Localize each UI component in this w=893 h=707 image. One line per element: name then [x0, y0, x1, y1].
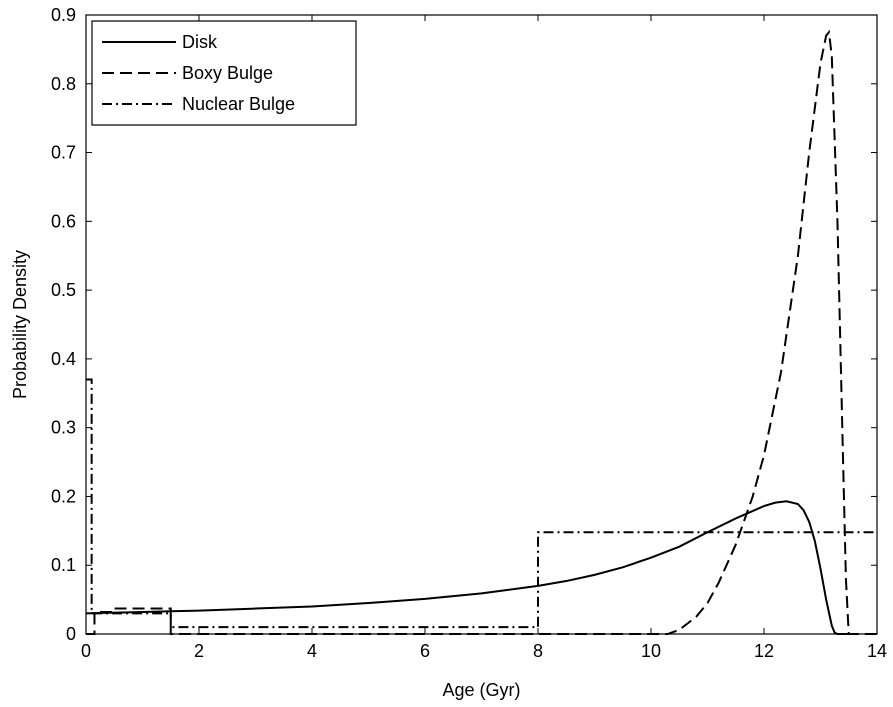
x-tick-label: 6 — [420, 641, 430, 661]
legend: Disk Boxy Bulge Nuclear Bulge — [91, 20, 357, 126]
y-tick-label: 0.2 — [51, 486, 76, 506]
legend-label: Boxy Bulge — [182, 63, 273, 83]
plot-frame — [85, 14, 878, 635]
series-line-nuclear-bulge — [86, 378, 877, 629]
x-tick-label: 10 — [641, 641, 661, 661]
legend-box — [91, 20, 357, 126]
x-tick-label: 0 — [81, 641, 91, 661]
y-tick-label: 0.5 — [51, 280, 76, 300]
series-line-disk — [86, 500, 855, 635]
y-tick-label: 0.9 — [51, 5, 76, 25]
y-axis-label: Probability Density — [10, 250, 30, 399]
x-tick-label: 2 — [194, 641, 204, 661]
x-tick-label: 8 — [533, 641, 543, 661]
series-line-boxy-bulge — [86, 29, 877, 635]
legend-label: Disk — [182, 32, 218, 52]
y-tick-label: 0.3 — [51, 418, 76, 438]
y-axis: 0 0.1 0.2 0.3 0.4 0.5 0.6 0.7 0.8 0.9 — [51, 5, 877, 644]
y-tick-label: 0.1 — [51, 555, 76, 575]
y-tick-label: 0.4 — [51, 349, 76, 369]
y-tick-label: 0.6 — [51, 211, 76, 231]
plot-lines — [86, 29, 877, 635]
y-tick-label: 0.7 — [51, 143, 76, 163]
y-tick-label: 0.8 — [51, 74, 76, 94]
x-axis: 0 2 4 6 8 10 12 14 — [81, 15, 887, 661]
x-tick-label: 14 — [867, 641, 887, 661]
legend-label: Nuclear Bulge — [182, 94, 295, 114]
x-tick-label: 12 — [754, 641, 774, 661]
y-tick-label: 0 — [66, 624, 76, 644]
x-tick-label: 4 — [307, 641, 317, 661]
x-axis-label: Age (Gyr) — [442, 680, 520, 700]
